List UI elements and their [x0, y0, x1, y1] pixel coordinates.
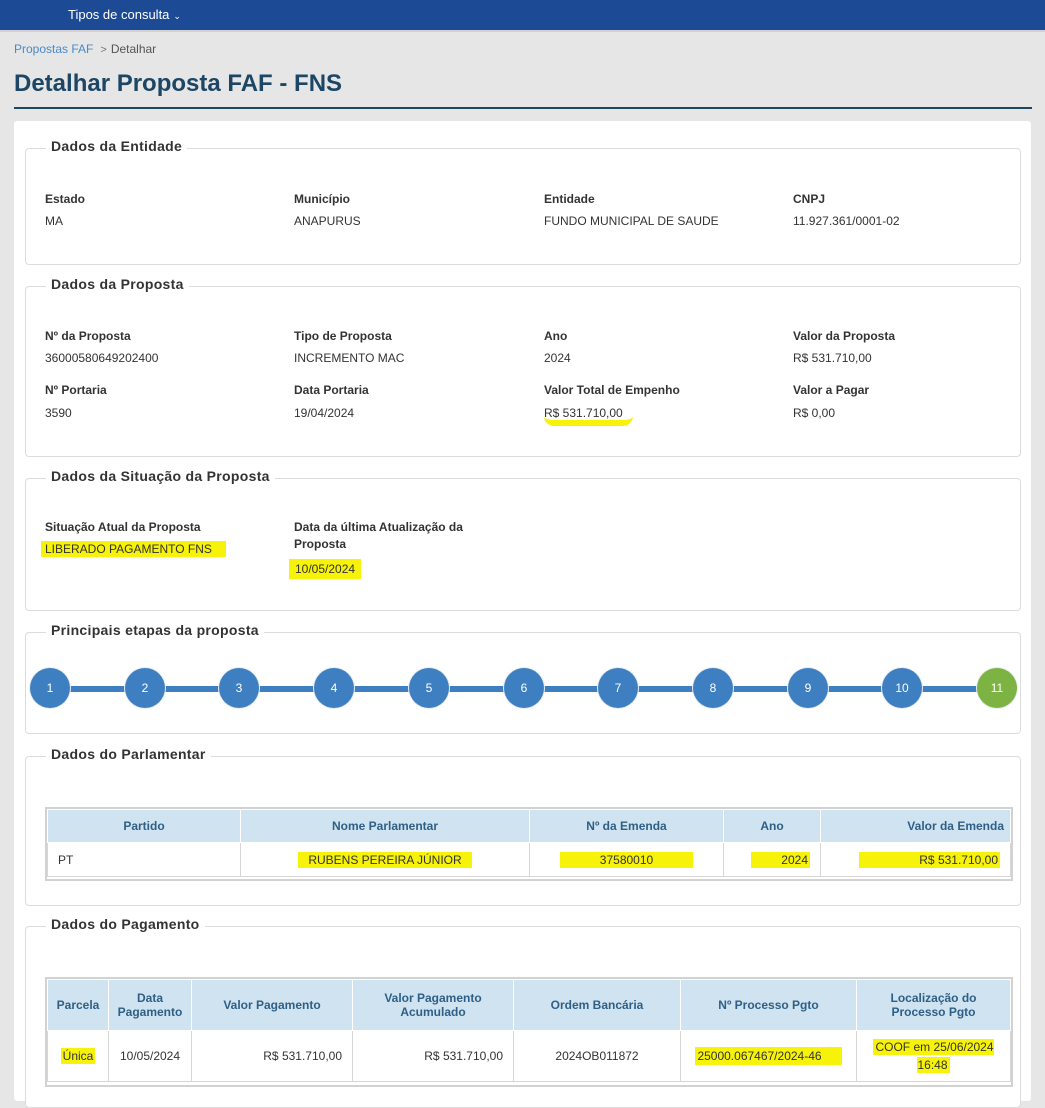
label-tipo-proposta: Tipo de Proposta [294, 329, 392, 343]
value-ano: 2024 [544, 351, 571, 365]
highlighted-valor: R$ 531.710,00 [859, 851, 1000, 868]
highlighted-processo: 25000.067467/2024-46 [695, 1047, 842, 1065]
col-ordem-bancaria: Ordem Bancária [513, 979, 681, 1031]
value-data-portaria: 19/04/2024 [294, 406, 355, 420]
breadcrumb: Propostas FAF > Detalhar [14, 42, 156, 56]
cell-valor-pagamento: R$ 531.710,00 [191, 1030, 353, 1082]
cell-parcela: Única [47, 1030, 109, 1082]
cell-processo-pgto: 25000.067467/2024-46 [680, 1030, 857, 1082]
legend-proposta: Dados da Proposta [46, 276, 189, 292]
pagamento-table-frame: Parcela Data Pagamento Valor Pagamento V… [45, 977, 1013, 1087]
cell-nome-parlamentar: RUBENS PEREIRA JÚNIOR [240, 842, 530, 877]
step-1[interactable]: 1 [30, 668, 70, 708]
legend-pagamento: Dados do Pagamento [46, 916, 205, 932]
breadcrumb-current: Detalhar [110, 42, 157, 56]
chevron-down-icon[interactable]: ⌄ [173, 11, 181, 21]
top-nav-bar: Tipos de consulta ⌄ [0, 0, 1045, 32]
value-valor-pagar: R$ 0,00 [793, 406, 836, 420]
highlighted-parcela: Única [60, 1048, 96, 1064]
title-divider [14, 107, 1032, 109]
nav-shadow [0, 30, 1045, 32]
col-localizacao: Localização do Processo Pgto [856, 979, 1011, 1031]
col-num-emenda: Nº da Emenda [529, 809, 724, 843]
value-valor-proposta: R$ 531.710,00 [793, 351, 872, 365]
value-tipo-proposta: INCREMENTO MAC [294, 351, 405, 365]
label-municipio: Município [294, 192, 350, 206]
highlighted-nome: RUBENS PEREIRA JÚNIOR [298, 851, 472, 868]
legend-situacao: Dados da Situação da Proposta [46, 468, 275, 484]
highlighted-emenda: 37580010 [559, 851, 694, 868]
legend-etapas: Principais etapas da proposta [46, 622, 264, 638]
value-estado: MA [45, 214, 63, 228]
fieldset-entidade: Dados da Entidade [25, 138, 1021, 265]
menu-label[interactable]: Tipos de consulta [68, 7, 170, 22]
highlighted-ano: 2024 [751, 851, 810, 868]
value-cnpj: 11.927.361/0001-02 [793, 214, 900, 228]
value-valor-empenho: R$ 531.710,00 [544, 406, 633, 426]
label-ano: Ano [544, 329, 568, 343]
cell-localizacao: COOF em 25/06/2024 16:48 [856, 1030, 1011, 1082]
breadcrumb-link-propostas[interactable]: Propostas FAF [14, 42, 94, 56]
col-ano: Ano [723, 809, 821, 843]
table-row: Única 10/05/2024 R$ 531.710,00 R$ 531.71… [47, 1030, 1011, 1082]
label-valor-empenho: Valor Total de Empenho [544, 383, 680, 397]
legend-entidade: Dados da Entidade [46, 138, 188, 154]
cell-ano: 2024 [723, 842, 821, 877]
value-data-atualizacao: 10/05/2024 [289, 559, 362, 579]
label-situacao-atual: Situação Atual da Proposta [45, 520, 201, 534]
step-3[interactable]: 3 [219, 668, 259, 708]
table-row: PT RUBENS PEREIRA JÚNIOR 37580010 2024 R… [47, 842, 1011, 877]
value-num-proposta: 36000580649202400 [45, 351, 159, 365]
step-11[interactable]: 11 [977, 668, 1017, 708]
cell-num-emenda: 37580010 [529, 842, 724, 877]
cell-valor-acumulado: R$ 531.710,00 [352, 1030, 514, 1082]
label-estado: Estado [45, 192, 86, 206]
col-parcela: Parcela [47, 979, 109, 1031]
table-header-row: Parcela Data Pagamento Valor Pagamento V… [47, 979, 1011, 1031]
tipos-consulta-menu[interactable]: Tipos de consulta ⌄ [68, 7, 181, 22]
label-valor-pagar: Valor a Pagar [793, 383, 870, 397]
step-4[interactable]: 4 [314, 668, 354, 708]
label-num-portaria: Nº Portaria [45, 383, 107, 397]
col-processo-pgto: Nº Processo Pgto [680, 979, 857, 1031]
label-data-portaria: Data Portaria [294, 383, 369, 397]
step-10[interactable]: 10 [882, 668, 922, 708]
parlamentar-table-frame: Partido Nome Parlamentar Nº da Emenda An… [45, 807, 1013, 881]
step-2[interactable]: 2 [125, 668, 165, 708]
label-num-proposta: Nº da Proposta [45, 329, 131, 343]
page-title: Detalhar Proposta FAF - FNS [14, 70, 343, 97]
cell-ordem-bancaria: 2024OB011872 [513, 1030, 681, 1082]
col-partido: Partido [47, 809, 241, 843]
step-7[interactable]: 7 [598, 668, 638, 708]
table-header-row: Partido Nome Parlamentar Nº da Emenda An… [47, 809, 1011, 843]
step-9[interactable]: 9 [788, 668, 828, 708]
col-valor-emenda: Valor da Emenda [820, 809, 1011, 843]
value-num-portaria: 3590 [45, 406, 72, 420]
col-valor-pagamento: Valor Pagamento [191, 979, 353, 1031]
parlamentar-table: Partido Nome Parlamentar Nº da Emenda An… [47, 809, 1011, 877]
col-valor-acumulado: Valor Pagamento Acumulado [352, 979, 514, 1031]
step-8[interactable]: 8 [693, 668, 733, 708]
chevron-right-icon: > [100, 44, 107, 56]
label-data-atualizacao: Data da última Atualização da Proposta [294, 520, 463, 551]
cell-valor-emenda: R$ 531.710,00 [820, 842, 1011, 877]
pagamento-table: Parcela Data Pagamento Valor Pagamento V… [47, 979, 1011, 1082]
label-entidade: Entidade [544, 192, 595, 206]
legend-parlamentar: Dados do Parlamentar [46, 746, 211, 762]
value-situacao-atual: LIBERADO PAGAMENTO FNS [41, 541, 226, 557]
fieldset-proposta: Dados da Proposta [25, 276, 1021, 457]
cell-partido: PT [47, 842, 241, 877]
label-valor-proposta: Valor da Proposta [793, 329, 896, 343]
label-cnpj: CNPJ [793, 192, 826, 206]
step-5[interactable]: 5 [409, 668, 449, 708]
value-entidade: FUNDO MUNICIPAL DE SAUDE [544, 214, 719, 228]
cell-data-pagamento: 10/05/2024 [108, 1030, 192, 1082]
col-data-pagamento: Data Pagamento [108, 979, 192, 1031]
value-municipio: ANAPURUS [294, 214, 361, 228]
highlighted-localizacao: COOF em 25/06/2024 16:48 [873, 1039, 994, 1073]
step-6[interactable]: 6 [504, 668, 544, 708]
col-nome-parlamentar: Nome Parlamentar [240, 809, 530, 843]
